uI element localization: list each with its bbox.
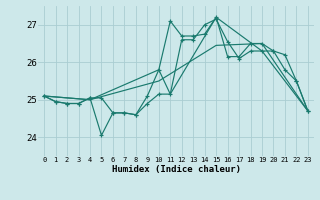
X-axis label: Humidex (Indice chaleur): Humidex (Indice chaleur): [111, 165, 241, 174]
